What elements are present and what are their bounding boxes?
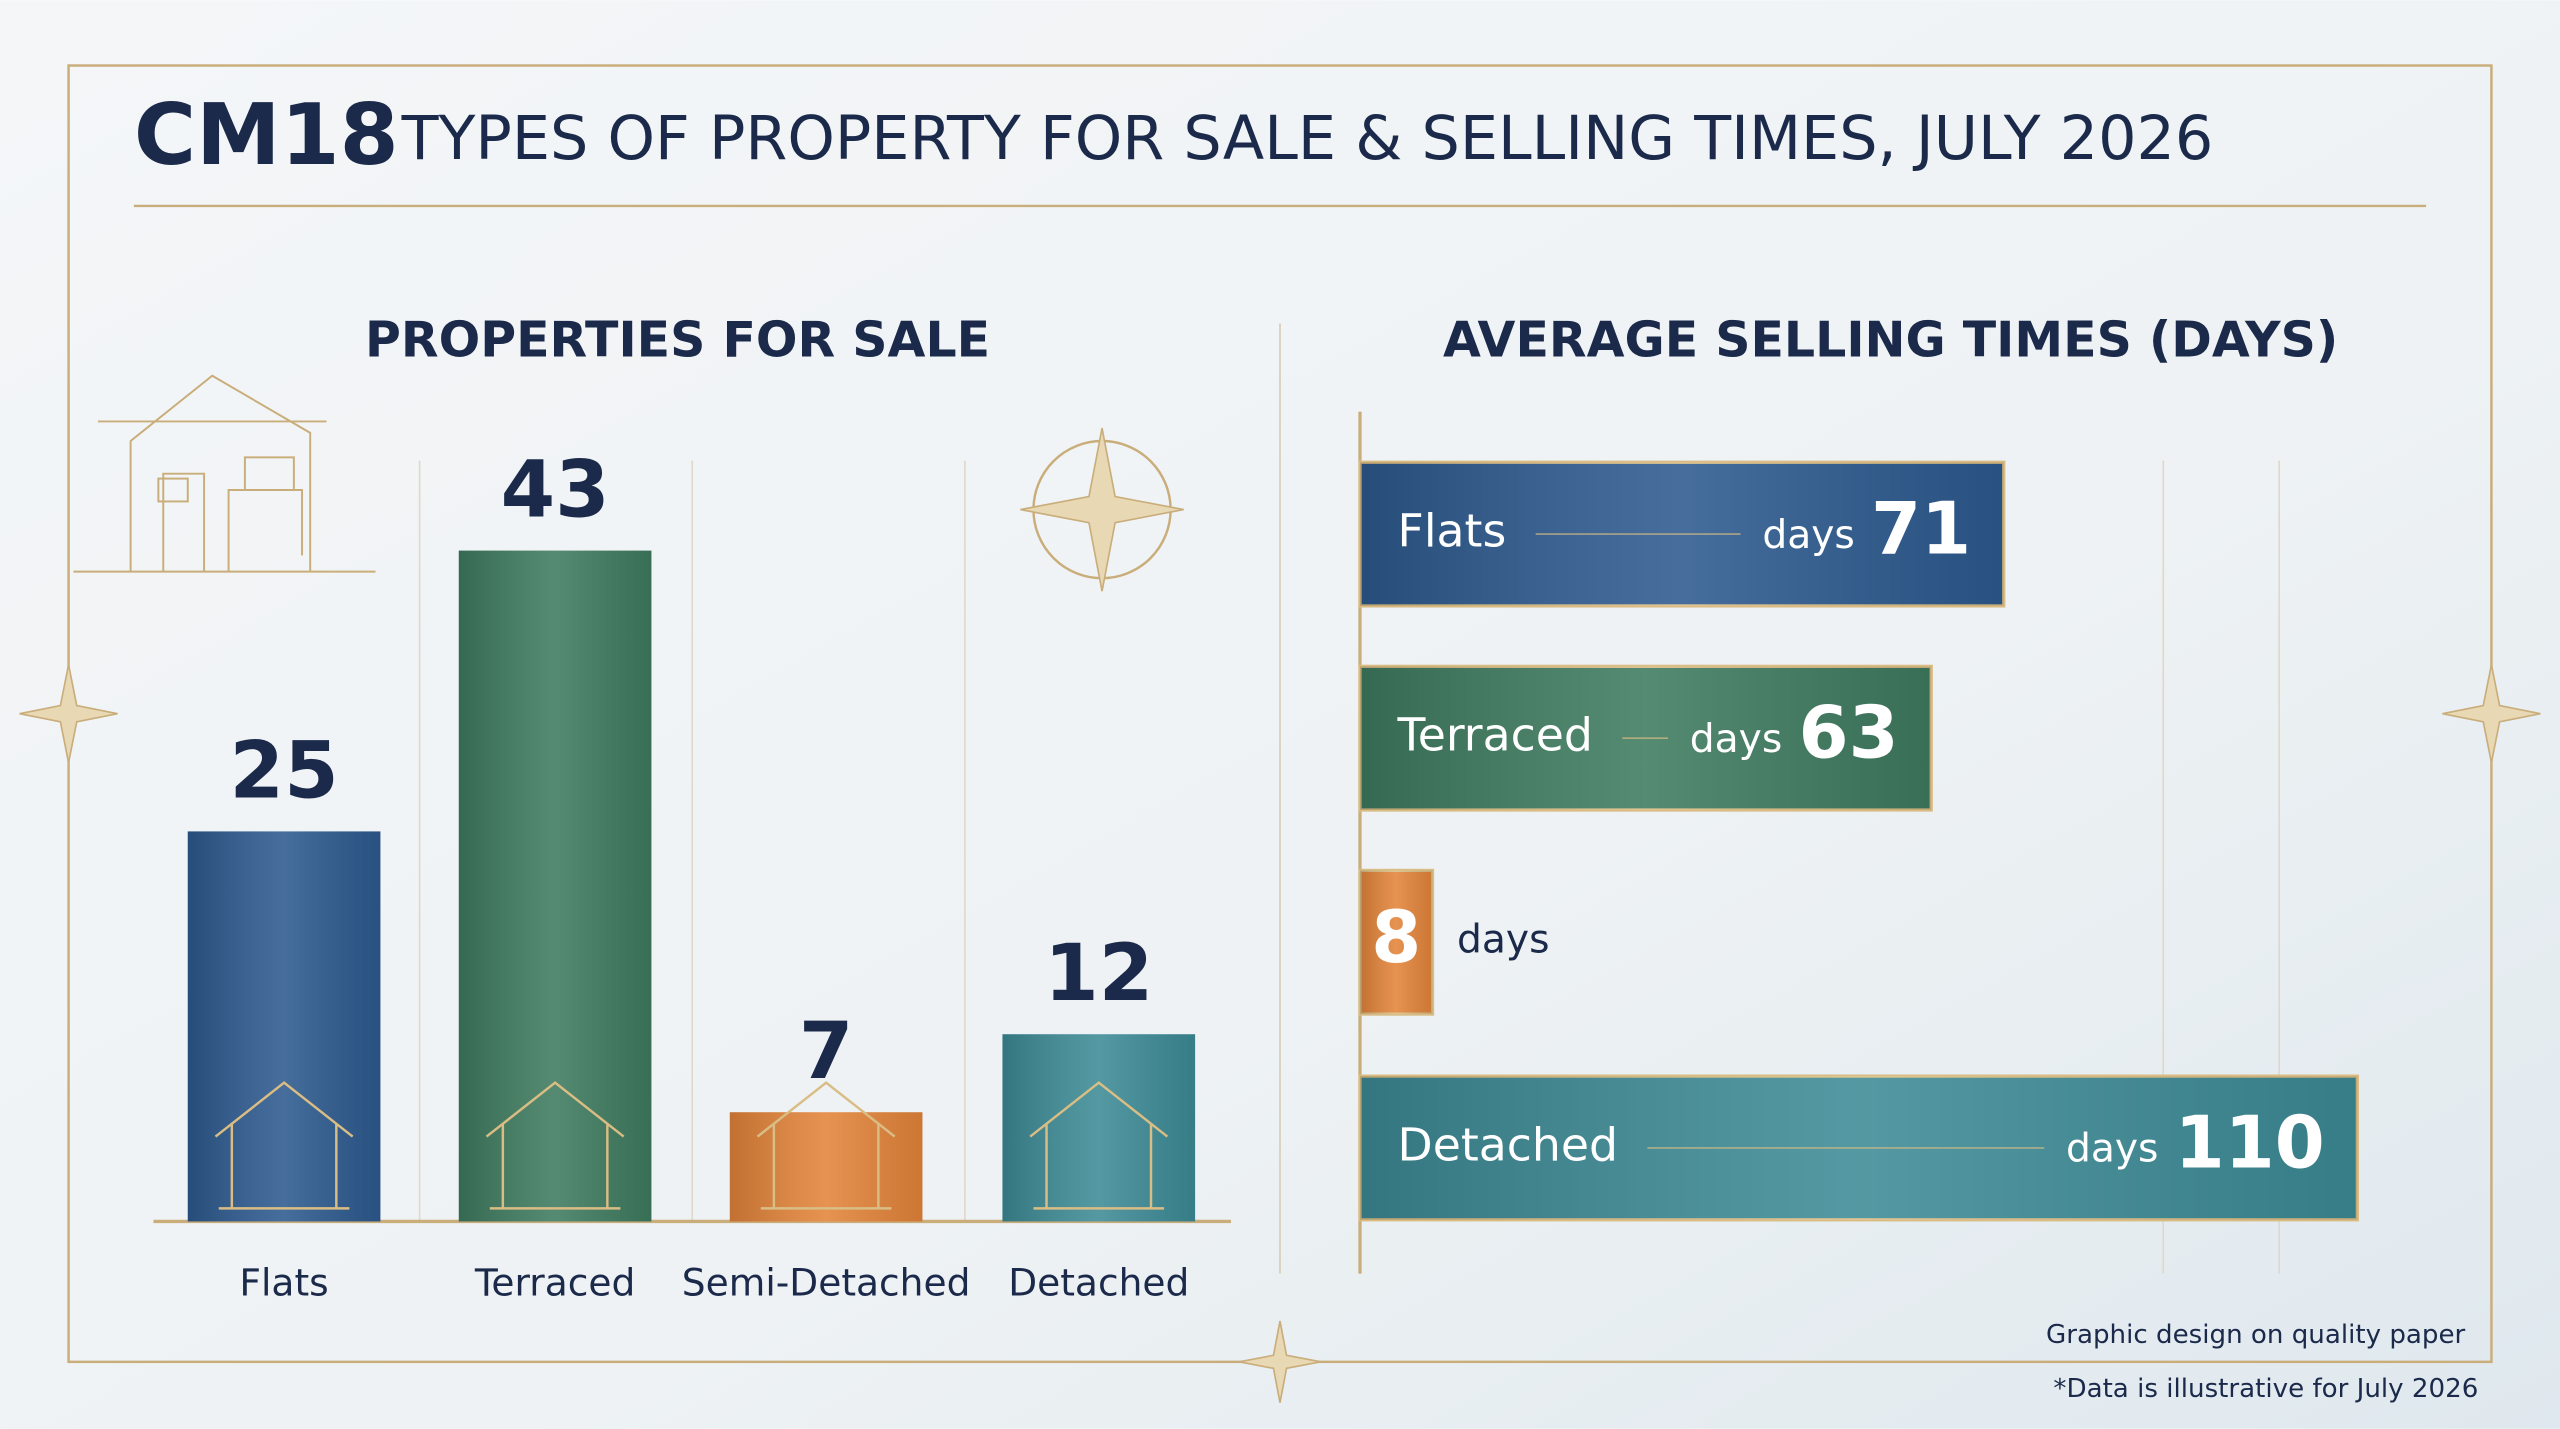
unit-label: days bbox=[1762, 513, 1854, 558]
footnote: Graphic design on quality paper bbox=[2046, 1320, 2466, 1350]
bar-shine bbox=[1360, 870, 1433, 1015]
compass bbox=[2442, 664, 2541, 763]
value-label: 25 bbox=[230, 725, 339, 816]
category-label: Flats bbox=[1398, 505, 1507, 558]
code: CM18 bbox=[134, 86, 399, 185]
chart-title: AVERAGE SELLING TIMES (DAYS) bbox=[1443, 312, 2338, 369]
value-label: 8 bbox=[1371, 895, 1421, 979]
value-label: 43 bbox=[501, 445, 610, 536]
bar-shine bbox=[729, 1112, 923, 1222]
bar-icon bbox=[214, 1081, 354, 1210]
house-sketch bbox=[73, 374, 376, 573]
chart-title: PROPERTIES FOR SALE bbox=[365, 312, 990, 369]
bar-shine bbox=[187, 831, 381, 1222]
compass bbox=[19, 664, 118, 763]
page-title: TYPES OF PROPERTY FOR SALE & SELLING TIM… bbox=[401, 104, 2214, 174]
value-label: 63 bbox=[1799, 691, 1899, 775]
unit-label: days bbox=[1690, 717, 1782, 762]
bar-icon bbox=[485, 1081, 625, 1210]
value-label: 12 bbox=[1044, 928, 1153, 1019]
bar-shine bbox=[458, 550, 652, 1222]
category-label: Detached bbox=[1398, 1118, 1618, 1171]
x-tick-label: Flats bbox=[239, 1261, 328, 1305]
value-label: 110 bbox=[2175, 1100, 2325, 1184]
disclaimer: *Data is illustrative for July 2026 bbox=[2053, 1374, 2478, 1404]
category-label: Terraced bbox=[1397, 709, 1593, 762]
unit-label: days bbox=[1457, 918, 1549, 963]
bar-icon bbox=[756, 1081, 896, 1210]
value-label: 71 bbox=[1871, 487, 1971, 571]
x-tick-label: Semi-Detached bbox=[682, 1261, 971, 1305]
compass bbox=[1020, 427, 1184, 592]
x-tick-label: Terraced bbox=[474, 1261, 635, 1305]
compass bbox=[1239, 1320, 1321, 1403]
unit-label: days bbox=[2066, 1127, 2158, 1172]
bar-icon bbox=[1029, 1081, 1169, 1210]
x-tick-label: Detached bbox=[1008, 1261, 1189, 1305]
bar-shine bbox=[1002, 1034, 1196, 1222]
